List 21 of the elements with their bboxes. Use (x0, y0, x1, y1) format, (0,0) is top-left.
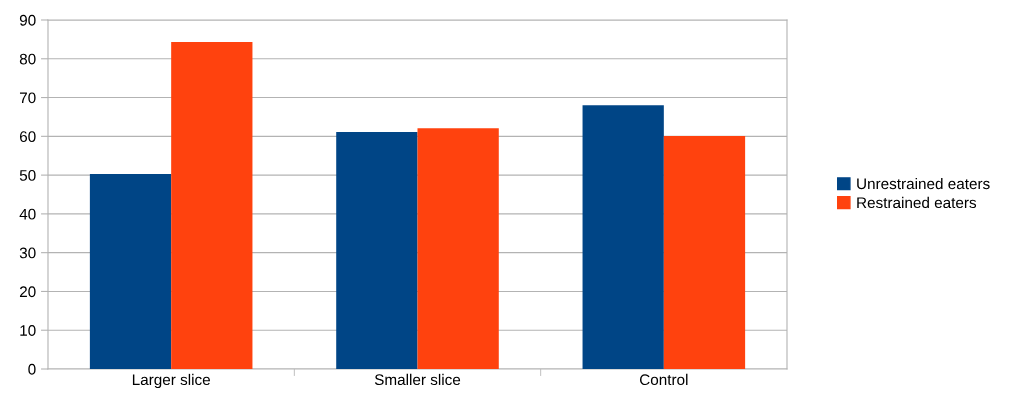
bar (582, 105, 664, 369)
bar (89, 173, 172, 369)
y-tick-label: 40 (19, 208, 36, 220)
legend-label: Restrained eaters (857, 196, 977, 209)
y-tick-label: 0 (28, 363, 36, 375)
y-tick-label: 20 (19, 286, 36, 298)
y-tick-label: 80 (19, 53, 36, 65)
y-tick-label: 30 (19, 247, 36, 259)
bar (171, 42, 253, 369)
x-tick-label: Control (639, 373, 688, 386)
legend-label: Unrestrained eaters (857, 177, 990, 190)
y-tick-label: 60 (19, 131, 36, 143)
x-tick-label: Larger slice (132, 373, 210, 389)
y-tick-label: 70 (19, 92, 36, 104)
x-tick-label: Smaller slice (374, 373, 461, 386)
y-tick-label: 10 (20, 325, 36, 336)
bar (417, 128, 499, 369)
bar (663, 135, 746, 369)
y-tick-label: 90 (19, 14, 36, 26)
y-tick-label: 50 (19, 169, 36, 181)
bar (336, 132, 418, 369)
